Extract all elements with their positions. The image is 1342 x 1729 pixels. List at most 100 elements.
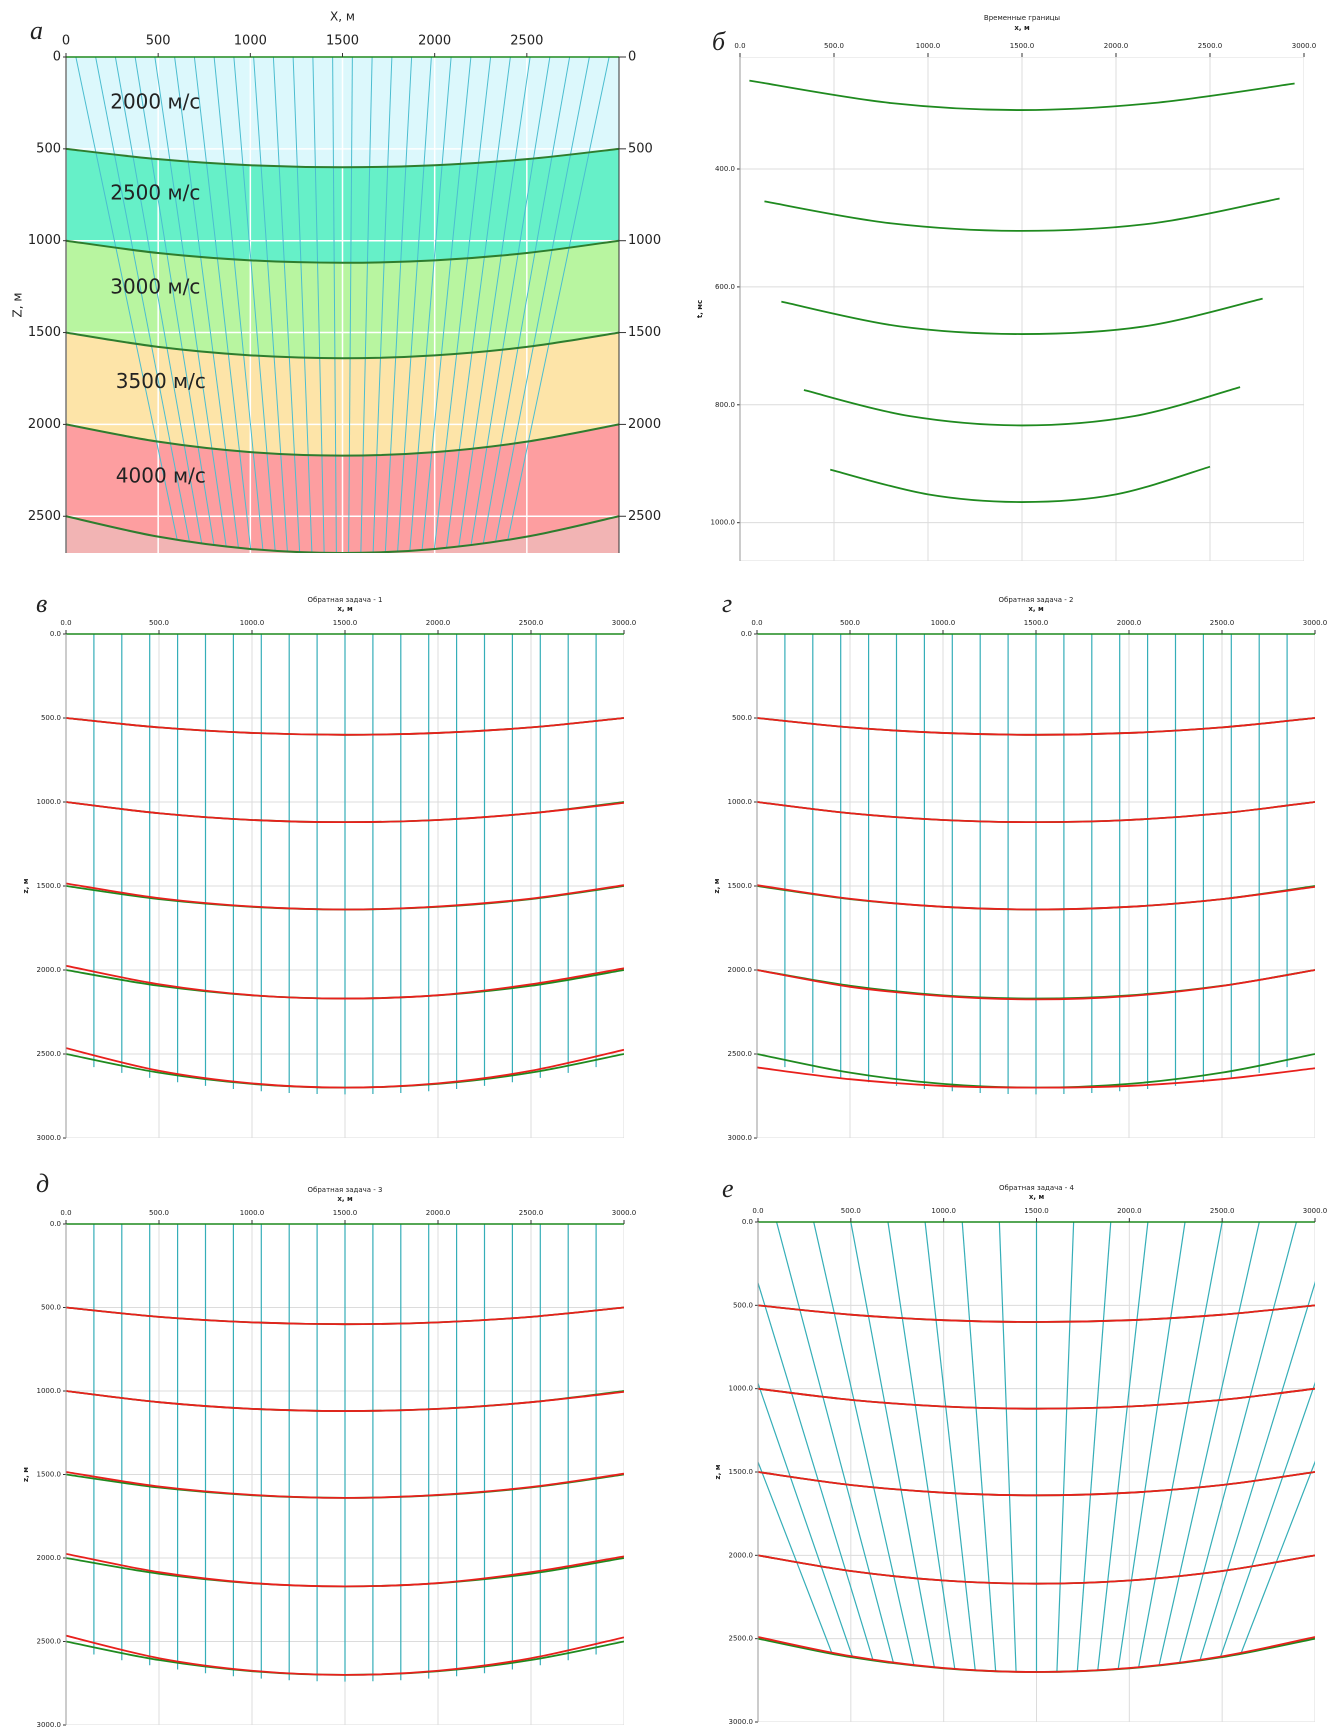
y-tick-label: 0 <box>53 50 61 65</box>
plot-area <box>665 1222 1342 1722</box>
x-tick-label: 0 <box>62 34 70 49</box>
x-tick-label: 2500 <box>510 34 543 49</box>
x-tick-label: 500.0 <box>840 619 860 627</box>
x-tick-label: 0.0 <box>734 42 745 50</box>
x-tick-label: 500.0 <box>149 619 169 627</box>
panel: г Обратная задача - 2x, м z, м 0.0 500.0 1000… <box>713 589 1327 1142</box>
x-tick-label: 3000.0 <box>1303 1207 1328 1215</box>
x-tick-label: 0.0 <box>752 1207 763 1215</box>
x-tick-label: 1000.0 <box>931 619 956 627</box>
y-tick-label: 3000.0 <box>728 1134 753 1142</box>
y-tick-label: 500.0 <box>733 1301 753 1309</box>
x-tick-label: 1000.0 <box>240 1209 265 1217</box>
x-tick-label: 2000.0 <box>1117 619 1142 627</box>
layer-label: 3500 м/с <box>116 369 206 393</box>
plot-area <box>740 57 1304 561</box>
layer-label: 4000 м/с <box>116 464 206 488</box>
x-tick-label: 2000.0 <box>1104 42 1129 50</box>
x-tick-label: 1500.0 <box>1024 619 1049 627</box>
y-tick-label: 1000.0 <box>37 1387 62 1395</box>
x-tick-label: 3000.0 <box>612 619 637 627</box>
y-tick-label: 2000.0 <box>37 966 62 974</box>
x-tick-label: 2500.0 <box>1198 42 1223 50</box>
y-tick-label-right: 0 <box>628 50 636 65</box>
y-tick-label: 0.0 <box>50 1220 61 1228</box>
y-axis-label: t, мс <box>696 300 704 318</box>
y-tick-label: 2500 <box>28 509 61 524</box>
y-tick-label: 0.0 <box>741 630 752 638</box>
y-axis-label: Z, м <box>11 293 25 318</box>
panel: вОбратная задача - 1x, мz, м0.0500.01000… <box>22 589 636 1142</box>
panel-label: в <box>36 589 47 618</box>
y-tick-label: 1500.0 <box>729 1468 754 1476</box>
x-tick-label: 2000 <box>418 34 451 49</box>
y-tick-label: 1500.0 <box>37 882 62 890</box>
y-tick-label-right: 500 <box>628 141 653 156</box>
x-tick-label: 2000.0 <box>426 1209 451 1217</box>
y-tick-label: 3000.0 <box>37 1134 62 1142</box>
y-tick-label: 0.0 <box>742 1218 753 1226</box>
y-tick-label: 2500.0 <box>37 1050 62 1058</box>
y-tick-label: 500 <box>36 141 61 156</box>
y-tick-label-right: 1500 <box>628 325 661 340</box>
y-tick-label: 500.0 <box>732 714 752 722</box>
x-tick-label: 3000.0 <box>1292 42 1317 50</box>
panel: е Обратная задача - 4x, м z, м 0.0 500.0 1000… <box>665 1174 1342 1726</box>
x-tick-label: 2000.0 <box>1117 1207 1142 1215</box>
y-tick-label: 500.0 <box>41 1304 61 1312</box>
y-tick-label: 3000.0 <box>729 1718 754 1726</box>
panel-label: б <box>712 27 726 56</box>
y-tick-label: 1000 <box>28 233 61 248</box>
x-tick-label: 1500.0 <box>1010 42 1035 50</box>
x-tick-label: 500.0 <box>841 1207 861 1215</box>
x-tick-label: 0.0 <box>60 1209 71 1217</box>
y-tick-label: 3000.0 <box>37 1721 62 1729</box>
x-tick-label: 1000.0 <box>240 619 265 627</box>
y-tick-label: 1500.0 <box>37 1471 62 1479</box>
x-tick-label: 1500.0 <box>333 1209 358 1217</box>
y-axis-label: z, м <box>22 1467 30 1482</box>
x-tick-label: 1500 <box>326 34 359 49</box>
panel-label: д <box>36 1169 49 1198</box>
y-axis-label: z, м <box>713 878 721 893</box>
y-tick-label-right: 2500 <box>628 509 661 524</box>
y-tick-label: 1500.0 <box>728 882 753 890</box>
y-tick-label: 2500.0 <box>728 1050 753 1058</box>
y-tick-label: 400.0 <box>715 165 735 173</box>
x-tick-label: 500.0 <box>149 1209 169 1217</box>
y-tick-label: 2500.0 <box>729 1635 754 1643</box>
y-tick-label: 2000.0 <box>729 1551 754 1559</box>
x-tick-label: 1500.0 <box>1024 1207 1049 1215</box>
y-tick-label-right: 1000 <box>628 233 661 248</box>
x-tick-label: 2500.0 <box>1210 619 1235 627</box>
y-tick-label: 800.0 <box>715 401 735 409</box>
chart-title: Обратная задача - 3 <box>308 1186 383 1194</box>
y-tick-label: 600.0 <box>715 283 735 291</box>
plot-area <box>66 634 624 1138</box>
y-axis-label: z, м <box>714 1464 722 1479</box>
x-tick-label: 2000.0 <box>426 619 451 627</box>
chart-title: Обратная задача - 4 <box>999 1184 1074 1192</box>
x-axis-label: x, м <box>1028 605 1044 613</box>
y-axis-label: z, м <box>22 878 30 893</box>
layer-label: 2500 м/с <box>110 181 200 205</box>
panel-label: е <box>722 1174 734 1203</box>
x-tick-label: 1000 <box>234 34 267 49</box>
x-tick-label: 0.0 <box>60 619 71 627</box>
layer-label: 2000 м/с <box>110 90 200 114</box>
x-tick-label: 1000.0 <box>931 1207 956 1215</box>
panel: аX, мZ, м2000 м/с2500 м/с3000 м/с3500 м/… <box>11 10 662 554</box>
x-axis-label: x, м <box>1014 24 1030 32</box>
x-tick-label: 0.0 <box>751 619 762 627</box>
plot-area <box>66 1224 624 1725</box>
y-tick-label-right: 2000 <box>628 417 661 432</box>
chart-title: Обратная задача - 2 <box>999 596 1074 604</box>
panel-label: г <box>722 589 732 618</box>
x-tick-label: 3000.0 <box>1303 619 1328 627</box>
figure: аX, мZ, м2000 м/с2500 м/с3000 м/с3500 м/… <box>0 0 1342 1729</box>
x-axis-label: x, м <box>1029 1193 1045 1201</box>
x-tick-label: 1000.0 <box>916 42 941 50</box>
x-tick-label: 2500.0 <box>519 619 544 627</box>
y-tick-label: 2000 <box>28 417 61 432</box>
